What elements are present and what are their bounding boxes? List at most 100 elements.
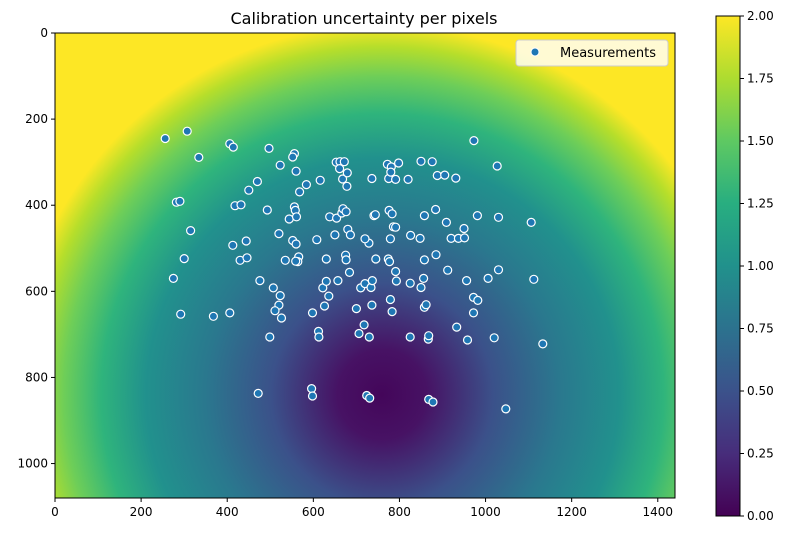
- plot-area: [54, 32, 676, 499]
- measurement-point: [176, 309, 186, 319]
- colorbar-tick-label: 0.25: [747, 447, 774, 461]
- measurement-point: [387, 209, 397, 219]
- measurement-point: [339, 157, 349, 167]
- measurement-point: [301, 180, 311, 190]
- measurement-point: [462, 276, 472, 286]
- measurement-point: [182, 126, 192, 136]
- measurement-point: [483, 273, 493, 283]
- measurement-point: [472, 211, 482, 221]
- measurement-point: [312, 235, 322, 245]
- measurement-point: [262, 205, 272, 215]
- measurement-point: [451, 173, 461, 183]
- measurement-point: [307, 391, 318, 401]
- colorbar-tick-label: 1.50: [747, 134, 774, 148]
- measurement-point: [473, 295, 483, 305]
- measurement-point: [351, 304, 361, 314]
- measurement-point: [274, 229, 284, 239]
- scatter-points: [160, 126, 548, 414]
- measurement-point: [253, 388, 263, 398]
- colorbar-tick-label: 0.00: [747, 509, 774, 523]
- measurement-point: [391, 276, 401, 286]
- measurement-point: [419, 211, 429, 221]
- measurement-point: [341, 255, 351, 265]
- measurement-point: [291, 239, 301, 249]
- measurement-point: [391, 266, 401, 277]
- measurement-point: [252, 176, 262, 187]
- measurement-point: [365, 393, 375, 403]
- x-tick-label: 400: [216, 505, 239, 519]
- y-tick-label: 600: [25, 284, 48, 298]
- measurement-point: [385, 234, 395, 244]
- measurement-point: [367, 300, 377, 310]
- measurement-point: [492, 161, 502, 171]
- measurement-point: [242, 253, 252, 263]
- measurement-point: [268, 283, 278, 293]
- measurement-point: [324, 291, 334, 301]
- measurement-point: [208, 311, 218, 321]
- measurement-point: [228, 142, 238, 152]
- measurement-point: [526, 217, 536, 227]
- measurement-point: [427, 157, 437, 167]
- measurement-point: [321, 254, 331, 264]
- x-tick-label: 1400: [643, 505, 674, 519]
- measurement-point: [307, 384, 317, 394]
- measurement-point: [288, 152, 298, 162]
- measurement-point: [194, 152, 204, 162]
- measurement-point: [280, 255, 290, 265]
- legend-label: Measurements: [560, 46, 656, 61]
- measurement-point: [291, 166, 301, 176]
- measurement-point: [345, 230, 355, 240]
- x-tick-label: 200: [130, 505, 153, 519]
- measurement-point: [424, 331, 434, 341]
- measurement-point: [421, 300, 431, 310]
- legend-marker: [530, 47, 540, 57]
- x-tick-label: 800: [388, 505, 411, 519]
- measurement-point: [462, 335, 473, 345]
- measurement-point: [384, 257, 395, 267]
- x-axis: 0 200 400 600 800 1000 1200 1400: [51, 498, 673, 519]
- measurement-point: [315, 175, 325, 185]
- y-tick-label: 200: [25, 112, 48, 126]
- colorbar-ticks: 0.00 0.25 0.50 0.75 1.00 1.25 1.50 1.75 2.00: [740, 9, 774, 523]
- measurement-point: [360, 234, 370, 244]
- measurement-point: [468, 308, 479, 318]
- measurement-point: [341, 207, 351, 217]
- colorbar-tick-label: 2.00: [747, 9, 774, 23]
- colorbar-tick-label: 1.00: [747, 259, 774, 273]
- measurement-point: [501, 404, 511, 414]
- measurement-point: [538, 339, 548, 349]
- measurement-point: [342, 181, 352, 191]
- measurement-point: [338, 174, 348, 184]
- measurement-point: [367, 173, 377, 184]
- x-tick-label: 1200: [556, 505, 587, 519]
- measurement-point: [443, 265, 453, 275]
- measurement-point: [295, 187, 305, 197]
- measurement-point: [330, 230, 340, 240]
- measurement-point: [179, 254, 189, 264]
- plot-frame: [54, 32, 676, 499]
- measurement-point: [228, 240, 238, 250]
- measurement-point: [307, 308, 318, 318]
- legend: Measurements: [515, 39, 669, 67]
- measurement-point: [431, 250, 441, 260]
- measurement-point: [529, 274, 539, 284]
- y-axis: 0 200 400 600 800 1000: [17, 26, 55, 471]
- measurement-point: [319, 301, 330, 311]
- measurement-point: [367, 276, 377, 286]
- measurement-point: [291, 256, 301, 266]
- measurement-point: [321, 276, 331, 286]
- measurement-point: [175, 196, 185, 206]
- measurement-point: [264, 143, 274, 153]
- measurement-point: [403, 174, 413, 184]
- measurement-point: [452, 322, 462, 332]
- measurement-point: [416, 282, 426, 293]
- colorbar-tick-label: 1.25: [747, 197, 774, 211]
- colorbar-tick-label: 0.50: [747, 384, 774, 398]
- heatmap: [55, 33, 675, 498]
- measurement-point: [270, 306, 280, 316]
- measurement-point: [394, 158, 404, 168]
- measurement-point: [493, 212, 504, 222]
- measurement-point: [236, 200, 246, 210]
- measurement-point: [265, 332, 275, 342]
